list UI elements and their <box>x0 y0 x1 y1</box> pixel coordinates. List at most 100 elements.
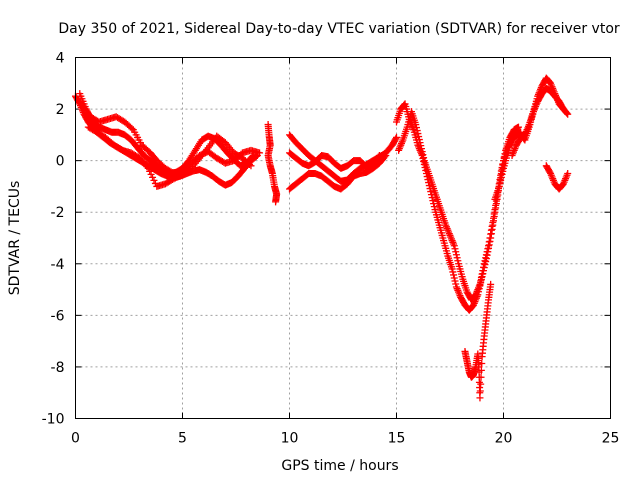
data-point <box>375 151 383 159</box>
data-point <box>483 248 491 256</box>
data-point <box>499 167 507 175</box>
data-point <box>374 153 382 161</box>
data-point <box>414 130 422 138</box>
chart-title: Day 350 of 2021, Sidereal Day-to-day VTE… <box>58 21 620 37</box>
data-point <box>128 124 136 132</box>
data-point <box>256 149 264 157</box>
data-point <box>249 151 257 159</box>
data-point <box>450 274 458 282</box>
data-point <box>415 136 423 144</box>
data-point <box>546 168 554 176</box>
data-point <box>451 245 459 253</box>
data-point <box>480 263 488 271</box>
data-point <box>487 230 495 238</box>
data-point <box>477 380 485 388</box>
data-point <box>429 197 437 205</box>
data-point <box>482 251 490 259</box>
data-point <box>482 254 490 262</box>
data-point <box>495 182 503 190</box>
data-point <box>477 277 485 285</box>
data-point <box>487 280 495 288</box>
data-point <box>488 222 496 230</box>
data-point <box>412 121 420 129</box>
y-tick-label: -6 <box>51 308 65 324</box>
y-tick-label: -10 <box>42 412 65 428</box>
series-track-h <box>286 149 383 172</box>
data-point <box>478 359 486 367</box>
data-point <box>149 173 157 181</box>
data-point <box>417 142 425 150</box>
data-point <box>147 170 155 178</box>
x-tick-label: 15 <box>388 431 406 447</box>
x-tick-label: 5 <box>178 431 187 447</box>
data-point <box>419 151 427 159</box>
data-point <box>496 179 504 187</box>
data-point <box>448 265 456 273</box>
data-point <box>485 242 493 250</box>
series-track-d <box>84 123 255 190</box>
series-track-m <box>508 84 567 159</box>
data-point <box>486 234 494 242</box>
y-tick-label: 0 <box>56 154 65 170</box>
x-tick-label: 10 <box>281 431 299 447</box>
data-point <box>418 148 426 156</box>
data-point <box>559 105 567 113</box>
data-point <box>481 257 489 265</box>
data-point <box>497 176 505 184</box>
x-tick-label: 20 <box>495 431 513 447</box>
data-point <box>381 153 389 161</box>
data-point <box>477 373 485 381</box>
data-point <box>454 257 462 265</box>
data-point <box>246 161 254 169</box>
series-track-n <box>542 162 572 193</box>
data-point <box>247 162 255 170</box>
data-point <box>476 387 484 395</box>
data-point <box>452 248 460 256</box>
data-point <box>478 270 486 278</box>
data-point <box>497 173 505 181</box>
data-point <box>563 109 571 117</box>
series-track-e <box>264 121 281 206</box>
data-point <box>449 268 457 276</box>
data-point <box>490 214 498 222</box>
data-layer <box>72 74 572 402</box>
data-point <box>479 267 487 275</box>
x-axis-label: GPS time / hours <box>281 458 398 474</box>
data-point <box>450 242 458 250</box>
data-point <box>491 206 499 214</box>
data-point <box>492 201 500 209</box>
x-tick-label: 25 <box>602 431 620 447</box>
data-point <box>559 104 567 112</box>
data-point <box>476 394 484 402</box>
data-point <box>477 366 485 374</box>
y-axis-label: SDTVAR / TECUs <box>7 181 23 296</box>
data-point <box>484 245 492 253</box>
data-point <box>564 110 572 118</box>
data-point <box>490 210 498 218</box>
series-track-k <box>461 280 495 402</box>
data-point <box>450 271 458 279</box>
data-point <box>487 226 495 234</box>
y-tick-label: -8 <box>51 360 65 376</box>
data-point <box>150 176 158 184</box>
data-point <box>413 127 421 135</box>
y-tick-label: 2 <box>56 102 65 118</box>
data-point <box>564 170 572 178</box>
data-point <box>452 280 460 288</box>
y-tick-label: -2 <box>51 205 65 221</box>
data-point <box>498 170 506 178</box>
data-point <box>451 277 459 285</box>
data-point <box>393 133 400 141</box>
data-point <box>392 135 400 143</box>
data-point <box>476 280 484 288</box>
data-point <box>420 154 428 162</box>
data-point <box>453 254 461 262</box>
series-track-g <box>286 151 390 193</box>
plot-frame <box>75 57 611 419</box>
data-point <box>452 251 460 259</box>
data-point <box>412 124 420 132</box>
y-tick-label: 4 <box>56 51 65 67</box>
data-point <box>382 151 390 159</box>
data-point <box>485 238 493 246</box>
